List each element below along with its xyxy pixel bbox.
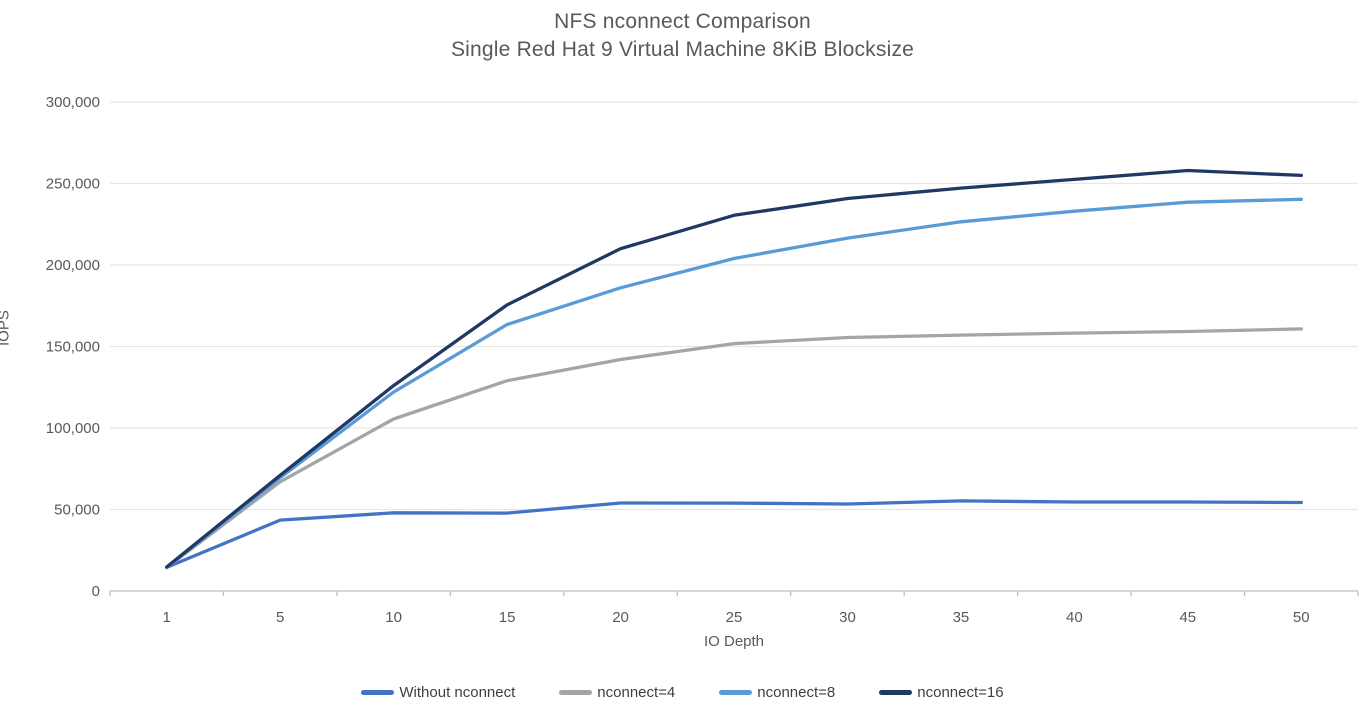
- x-tick-label: 30: [839, 609, 856, 626]
- legend-swatch: [559, 690, 593, 695]
- series-line-nconnect-16: [165, 168, 1303, 569]
- legend-swatch: [879, 690, 913, 695]
- series-line-without-nconnect: [165, 499, 1303, 570]
- legend-label: Without nconnect: [399, 684, 516, 701]
- legend-swatch: [719, 690, 753, 695]
- x-tick-label: 5: [276, 609, 284, 626]
- x-tick-label: 1: [163, 609, 171, 626]
- x-tick-label: 50: [1293, 609, 1310, 626]
- legend-item: nconnect=4: [559, 684, 675, 701]
- legend-item: nconnect=8: [719, 684, 835, 701]
- x-tick-label: 35: [953, 609, 970, 626]
- legend-item: Without nconnect: [361, 684, 515, 701]
- y-tick-label: 150,000: [46, 339, 100, 356]
- y-tick-label: 50,000: [54, 502, 100, 519]
- y-axis-title: IOPS: [0, 310, 13, 346]
- legend-swatch: [361, 690, 395, 695]
- x-tick-label: 15: [499, 609, 516, 626]
- chart-title-line2: Single Red Hat 9 Virtual Machine 8KiB Bl…: [450, 38, 915, 61]
- y-tick-label: 0: [92, 583, 100, 600]
- x-axis-title: IO Depth: [703, 633, 765, 650]
- x-tick-label: 40: [1066, 609, 1083, 626]
- chart-title-line1: NFS nconnect Comparison: [554, 10, 811, 33]
- y-tick-label: 200,000: [46, 257, 100, 274]
- x-tick-label: 10: [385, 609, 402, 626]
- y-tick-label: 100,000: [46, 420, 100, 437]
- series-line-nconnect-8: [165, 197, 1303, 570]
- x-tick-label: 25: [726, 609, 743, 626]
- legend: Without nconnect nconnect=4 nconnect=8 ncon…: [0, 684, 1365, 701]
- x-tick-label: 45: [1179, 609, 1196, 626]
- chart-title: NFS nconnect Comparison Single Red Hat 9…: [0, 8, 1365, 64]
- legend-label: nconnect=4: [597, 684, 676, 701]
- legend-item: nconnect=16: [879, 684, 1004, 701]
- x-tick-label: 20: [612, 609, 629, 626]
- series-line-nconnect-4: [165, 327, 1303, 570]
- legend-label: nconnect=16: [917, 684, 1004, 701]
- y-tick-label: 250,000: [46, 176, 100, 193]
- y-tick-label: 300,000: [46, 94, 100, 111]
- legend-label: nconnect=8: [757, 684, 836, 701]
